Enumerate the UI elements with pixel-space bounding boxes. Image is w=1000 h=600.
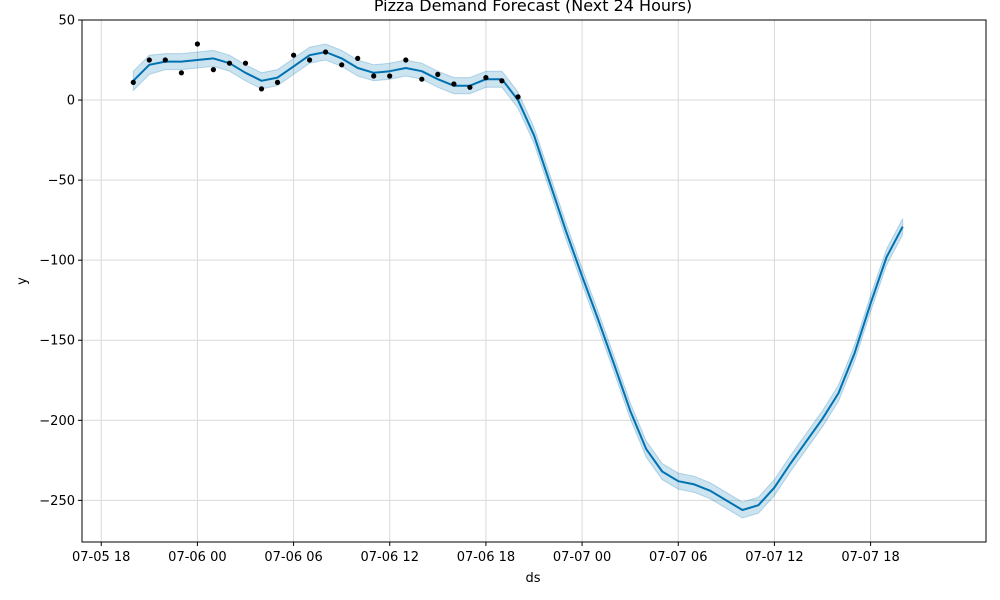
x-tick-label: 07-07 12 [745, 550, 803, 565]
y-tick-label: −250 [39, 494, 75, 509]
observed-point [146, 57, 152, 63]
observed-point [274, 79, 281, 85]
observed-points-layer [130, 41, 521, 100]
y-tick-label: 50 [58, 14, 75, 29]
observed-point [242, 60, 249, 66]
x-axis-ticks: 07-05 18 07-06 00 07-06 06 07-06 12 07-06 18… [72, 542, 900, 565]
observed-point [162, 57, 168, 63]
x-tick-label: 07-06 00 [168, 550, 226, 565]
observed-point [194, 41, 200, 47]
observed-point [403, 57, 409, 63]
y-axis-label: y [15, 277, 30, 285]
observed-point [355, 55, 361, 62]
observed-point [307, 57, 313, 63]
y-tick-label: −150 [39, 334, 75, 349]
observed-point [371, 73, 377, 79]
observed-point [291, 52, 297, 58]
observed-point [467, 84, 473, 90]
plot-area-frame [81, 19, 987, 543]
x-axis-label: ds [525, 571, 540, 586]
observed-point [323, 49, 329, 55]
observed-point [339, 62, 345, 68]
y-tick-label: −50 [48, 174, 75, 189]
observed-point [226, 60, 233, 66]
x-tick-label: 07-07 00 [553, 550, 611, 565]
observed-point [130, 79, 136, 85]
forecast-line [132, 51, 904, 511]
x-tick-label: 07-06 12 [361, 550, 419, 565]
observed-point [387, 73, 393, 79]
observed-point [419, 76, 425, 82]
observed-point [435, 71, 441, 77]
observed-point [483, 75, 489, 81]
forecast-line-layer [132, 51, 904, 511]
observed-point [178, 70, 184, 76]
observed-point [451, 81, 457, 87]
y-tick-label: −200 [39, 414, 75, 429]
x-tick-label: 07-07 18 [841, 550, 899, 565]
y-axis-ticks: 50 0 −50 −100 −150 −200 −250 [39, 14, 82, 509]
x-tick-label: 07-06 18 [457, 550, 515, 565]
y-tick-label: −100 [39, 254, 75, 269]
x-tick-label: 07-06 06 [264, 550, 322, 565]
uncertainty-band-layer [132, 43, 904, 519]
y-tick-label: 0 [67, 94, 75, 109]
observed-point [515, 94, 521, 100]
uncertainty-band [132, 43, 904, 519]
observed-point [258, 86, 265, 92]
x-tick-label: 07-07 06 [649, 550, 707, 565]
observed-point [210, 67, 216, 73]
x-tick-label: 07-05 18 [72, 550, 130, 565]
observed-point [499, 78, 505, 84]
chart-title: Pizza Demand Forecast (Next 24 Hours) [374, 0, 692, 15]
